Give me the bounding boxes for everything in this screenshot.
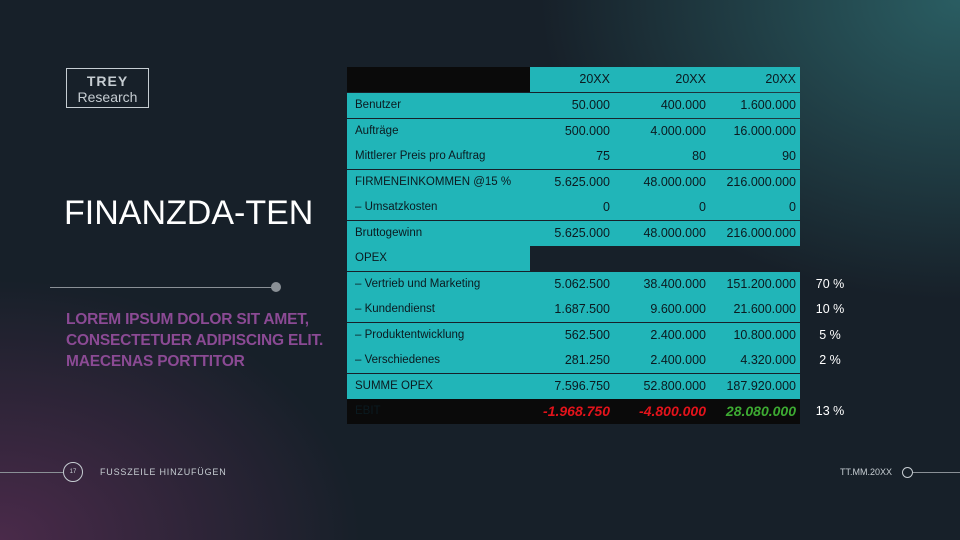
row-percent: 2 % [819, 353, 841, 367]
row-value: 50.000 [530, 93, 614, 118]
row-value: 0 [530, 195, 614, 220]
row-label: FIRMENEINKOMMEN @15 % [347, 169, 530, 195]
logo-line1: TREY [86, 73, 129, 89]
row-value: 0 [706, 195, 800, 220]
table-header-blank [347, 67, 530, 92]
row-value: 281.250 [530, 348, 614, 373]
row-value: 7.596.750 [530, 373, 614, 399]
footer-line-left [0, 472, 63, 473]
divider-line [50, 287, 276, 288]
row-value: 16.000.000 [706, 118, 800, 144]
row-value: -1.968.750 [530, 399, 614, 424]
row-percent: 5 % [819, 327, 841, 342]
row-label: SUMME OPEX [347, 373, 530, 399]
row-label: Bruttogewinn [347, 220, 530, 246]
row-value: 1.687.500 [530, 297, 614, 322]
row-value: 9.600.000 [614, 297, 706, 322]
row-value: 5.062.500 [530, 271, 614, 297]
row-percent: 70 % [815, 276, 845, 291]
row-percent: 13 % [815, 404, 845, 418]
row-value: 21.600.000 [706, 297, 800, 322]
footer-text: FUSSZEILE HINZUFÜGEN [100, 467, 227, 477]
row-label: – Verschiedenes [347, 348, 530, 373]
row-value: 80 [614, 144, 706, 169]
row-value: 48.000.000 [614, 220, 706, 246]
row-value: 562.500 [530, 322, 614, 348]
row-value: 5.625.000 [530, 220, 614, 246]
row-value: 75 [530, 144, 614, 169]
row-value: 151.200.000 [706, 271, 800, 297]
row-value: 38.400.000 [614, 271, 706, 297]
row-label: Mittlerer Preis pro Auftrag [347, 144, 530, 169]
row-value: 48.000.000 [614, 169, 706, 195]
logo: TREY Research [66, 68, 149, 108]
row-label: – Umsatzkosten [347, 195, 530, 220]
row-value: 0 [614, 195, 706, 220]
row-value: 5.625.000 [530, 169, 614, 195]
row-value: 216.000.000 [706, 169, 800, 195]
row-label: – Produktentwicklung [347, 322, 530, 348]
footer-line-right [913, 472, 960, 473]
footer-circle-right [902, 467, 913, 478]
logo-line2: Research [77, 89, 138, 105]
row-label: Aufträge [347, 118, 530, 144]
divider-dot [271, 282, 281, 292]
slide-title-text: FINANZDA-TEN [64, 194, 314, 232]
row-value: 2.400.000 [614, 322, 706, 348]
row-value: 400.000 [614, 93, 706, 118]
row-value: 1.600.000 [706, 93, 800, 118]
row-percent: 10 % [815, 302, 845, 316]
row-value: 500.000 [530, 118, 614, 144]
slide-subtitle: LOREM IPSUM DOLOR SIT AMET, CONSECTETUER… [66, 311, 324, 370]
row-value: 216.000.000 [706, 220, 800, 246]
row-value: -4.800.000 [614, 399, 706, 424]
row-value: 90 [706, 144, 800, 169]
table-header-col1: 20XX [530, 67, 614, 92]
row-label: OPEX [347, 246, 530, 271]
row-value: 52.800.000 [614, 373, 706, 399]
footer-date: TT.MM.20XX [840, 467, 893, 477]
row-value: 10.800.000 [706, 322, 800, 348]
row-value: 4.000.000 [614, 118, 706, 144]
row-value: 4.320.000 [706, 348, 800, 373]
table-header-col2: 20XX [614, 67, 706, 92]
row-value: 187.920.000 [706, 373, 800, 399]
page-number: 17 [63, 462, 83, 482]
row-value: 2.400.000 [614, 348, 706, 373]
row-label: Benutzer [347, 93, 530, 118]
table-header-col3: 20XX [706, 67, 800, 92]
row-value: 28.080.000 [706, 399, 800, 424]
row-label: – Vertrieb und Marketing [347, 271, 530, 297]
row-label: EBIT [347, 399, 530, 424]
slide-title: FINANZDA-TEN [64, 193, 314, 233]
row-label: – Kundendienst [347, 297, 530, 322]
